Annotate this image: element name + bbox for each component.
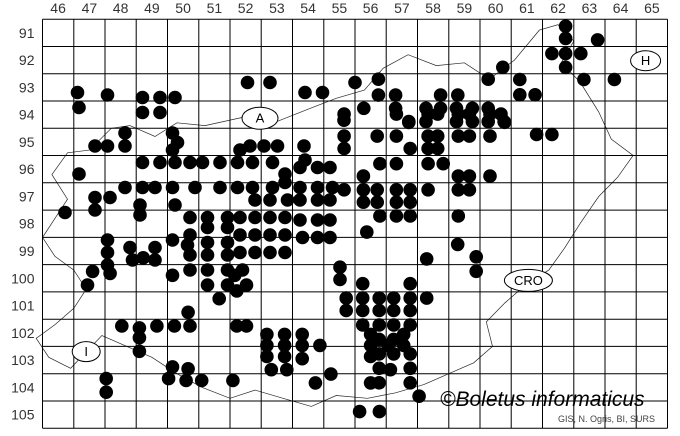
svg-text:92: 92 — [19, 52, 35, 68]
svg-text:48: 48 — [113, 0, 129, 16]
svg-text:63: 63 — [582, 0, 598, 16]
svg-text:101: 101 — [11, 298, 35, 314]
svg-text:A: A — [256, 111, 265, 126]
svg-text:60: 60 — [488, 0, 504, 16]
svg-text:100: 100 — [11, 270, 35, 286]
svg-text:50: 50 — [175, 0, 191, 16]
svg-text:65: 65 — [644, 0, 660, 16]
svg-text:H: H — [641, 53, 650, 68]
svg-text:97: 97 — [19, 189, 35, 205]
svg-text:CRO: CRO — [514, 273, 543, 288]
svg-text:52: 52 — [238, 0, 254, 16]
svg-text:54: 54 — [300, 0, 316, 16]
svg-text:46: 46 — [50, 0, 66, 16]
svg-text:58: 58 — [425, 0, 441, 16]
svg-text:91: 91 — [19, 25, 35, 41]
svg-text:104: 104 — [11, 379, 35, 395]
svg-text:47: 47 — [82, 0, 98, 16]
svg-text:95: 95 — [19, 134, 35, 150]
svg-text:51: 51 — [207, 0, 223, 16]
svg-text:64: 64 — [613, 0, 629, 16]
svg-text:57: 57 — [394, 0, 410, 16]
svg-text:I: I — [84, 344, 88, 359]
svg-text:56: 56 — [363, 0, 379, 16]
svg-text:61: 61 — [519, 0, 535, 16]
svg-text:96: 96 — [19, 161, 35, 177]
svg-text:59: 59 — [457, 0, 473, 16]
svg-text:53: 53 — [269, 0, 285, 16]
svg-text:105: 105 — [11, 407, 35, 423]
svg-text:103: 103 — [11, 352, 35, 368]
svg-text:94: 94 — [19, 107, 35, 123]
svg-text:49: 49 — [144, 0, 160, 16]
svg-text:55: 55 — [332, 0, 348, 16]
svg-text:102: 102 — [11, 325, 35, 341]
svg-text:62: 62 — [550, 0, 566, 16]
svg-text:98: 98 — [19, 216, 35, 232]
svg-text:93: 93 — [19, 79, 35, 95]
svg-text:99: 99 — [19, 243, 35, 259]
